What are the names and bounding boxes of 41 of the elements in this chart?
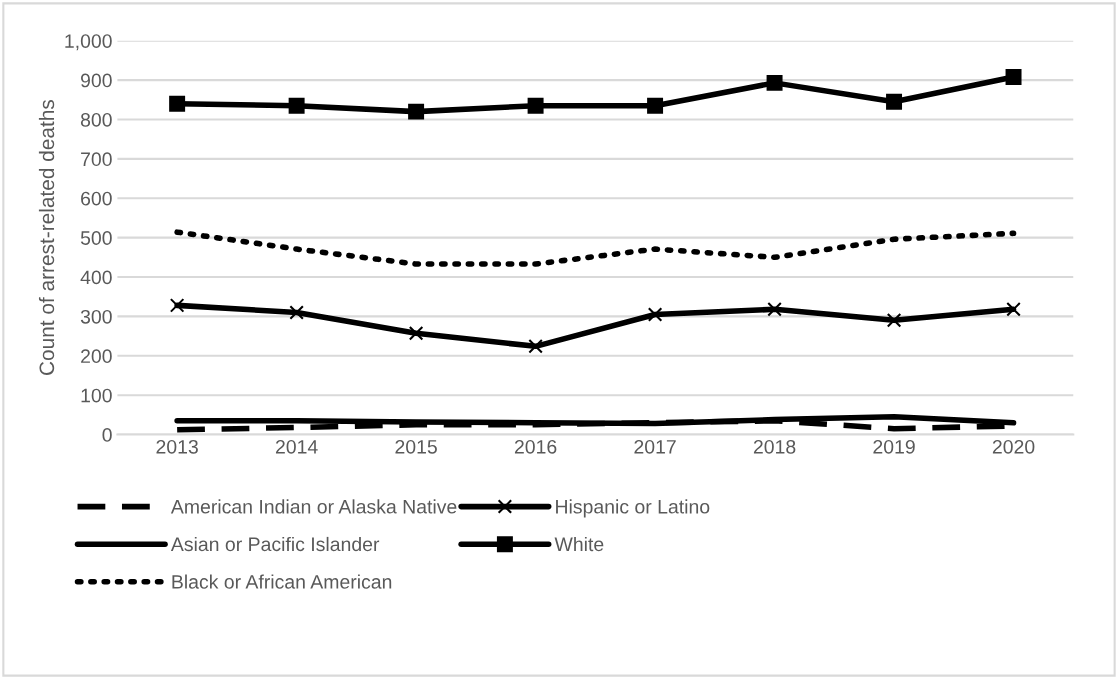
y-tick-label: 300 <box>80 309 112 324</box>
legend-label: White <box>554 536 604 552</box>
x-tick-label: 2013 <box>156 439 198 454</box>
point <box>647 307 663 322</box>
point <box>527 97 544 114</box>
point <box>647 97 664 114</box>
y-tick-label: 100 <box>81 388 112 403</box>
y-tick-label: 800 <box>80 112 112 127</box>
y-tick-label: 400 <box>80 270 112 285</box>
x-tick-label: 2018 <box>753 439 796 454</box>
y-tick-label: 900 <box>81 73 112 88</box>
point <box>528 339 543 354</box>
y-tick-label: 1,000 <box>65 34 112 51</box>
point <box>1005 68 1022 85</box>
point <box>408 103 425 120</box>
y-tick-label: 600 <box>81 191 112 206</box>
point <box>1006 302 1021 317</box>
y-tick-label: 200 <box>81 349 112 364</box>
legend-label: Black or African American <box>172 574 392 589</box>
x-tick-label: 2020 <box>992 439 1035 454</box>
y-axis-title: Count of arrest-related deaths <box>38 100 55 375</box>
point <box>767 302 782 317</box>
legend-label: Hispanic or Latino <box>556 499 710 518</box>
y-tick-label: 500 <box>80 231 112 245</box>
point <box>289 305 304 320</box>
point <box>766 74 783 91</box>
point <box>288 97 305 114</box>
x-tick-label: 2014 <box>275 439 318 454</box>
y-tick-label: 700 <box>81 152 112 167</box>
point <box>408 326 424 341</box>
x-tick-label: 2015 <box>395 439 437 454</box>
legend-label: American Indian or Alaska Native <box>170 499 457 514</box>
point <box>169 298 185 313</box>
x-tick-label: 2016 <box>514 439 557 454</box>
legend-label: Asian or Pacific Islander <box>170 536 380 552</box>
x-tick-label: 2019 <box>873 439 915 454</box>
point <box>886 93 903 110</box>
point <box>169 95 186 112</box>
point <box>886 313 902 328</box>
y-tick-label: 0 <box>102 428 112 442</box>
x-tick-label: 2017 <box>634 439 676 454</box>
